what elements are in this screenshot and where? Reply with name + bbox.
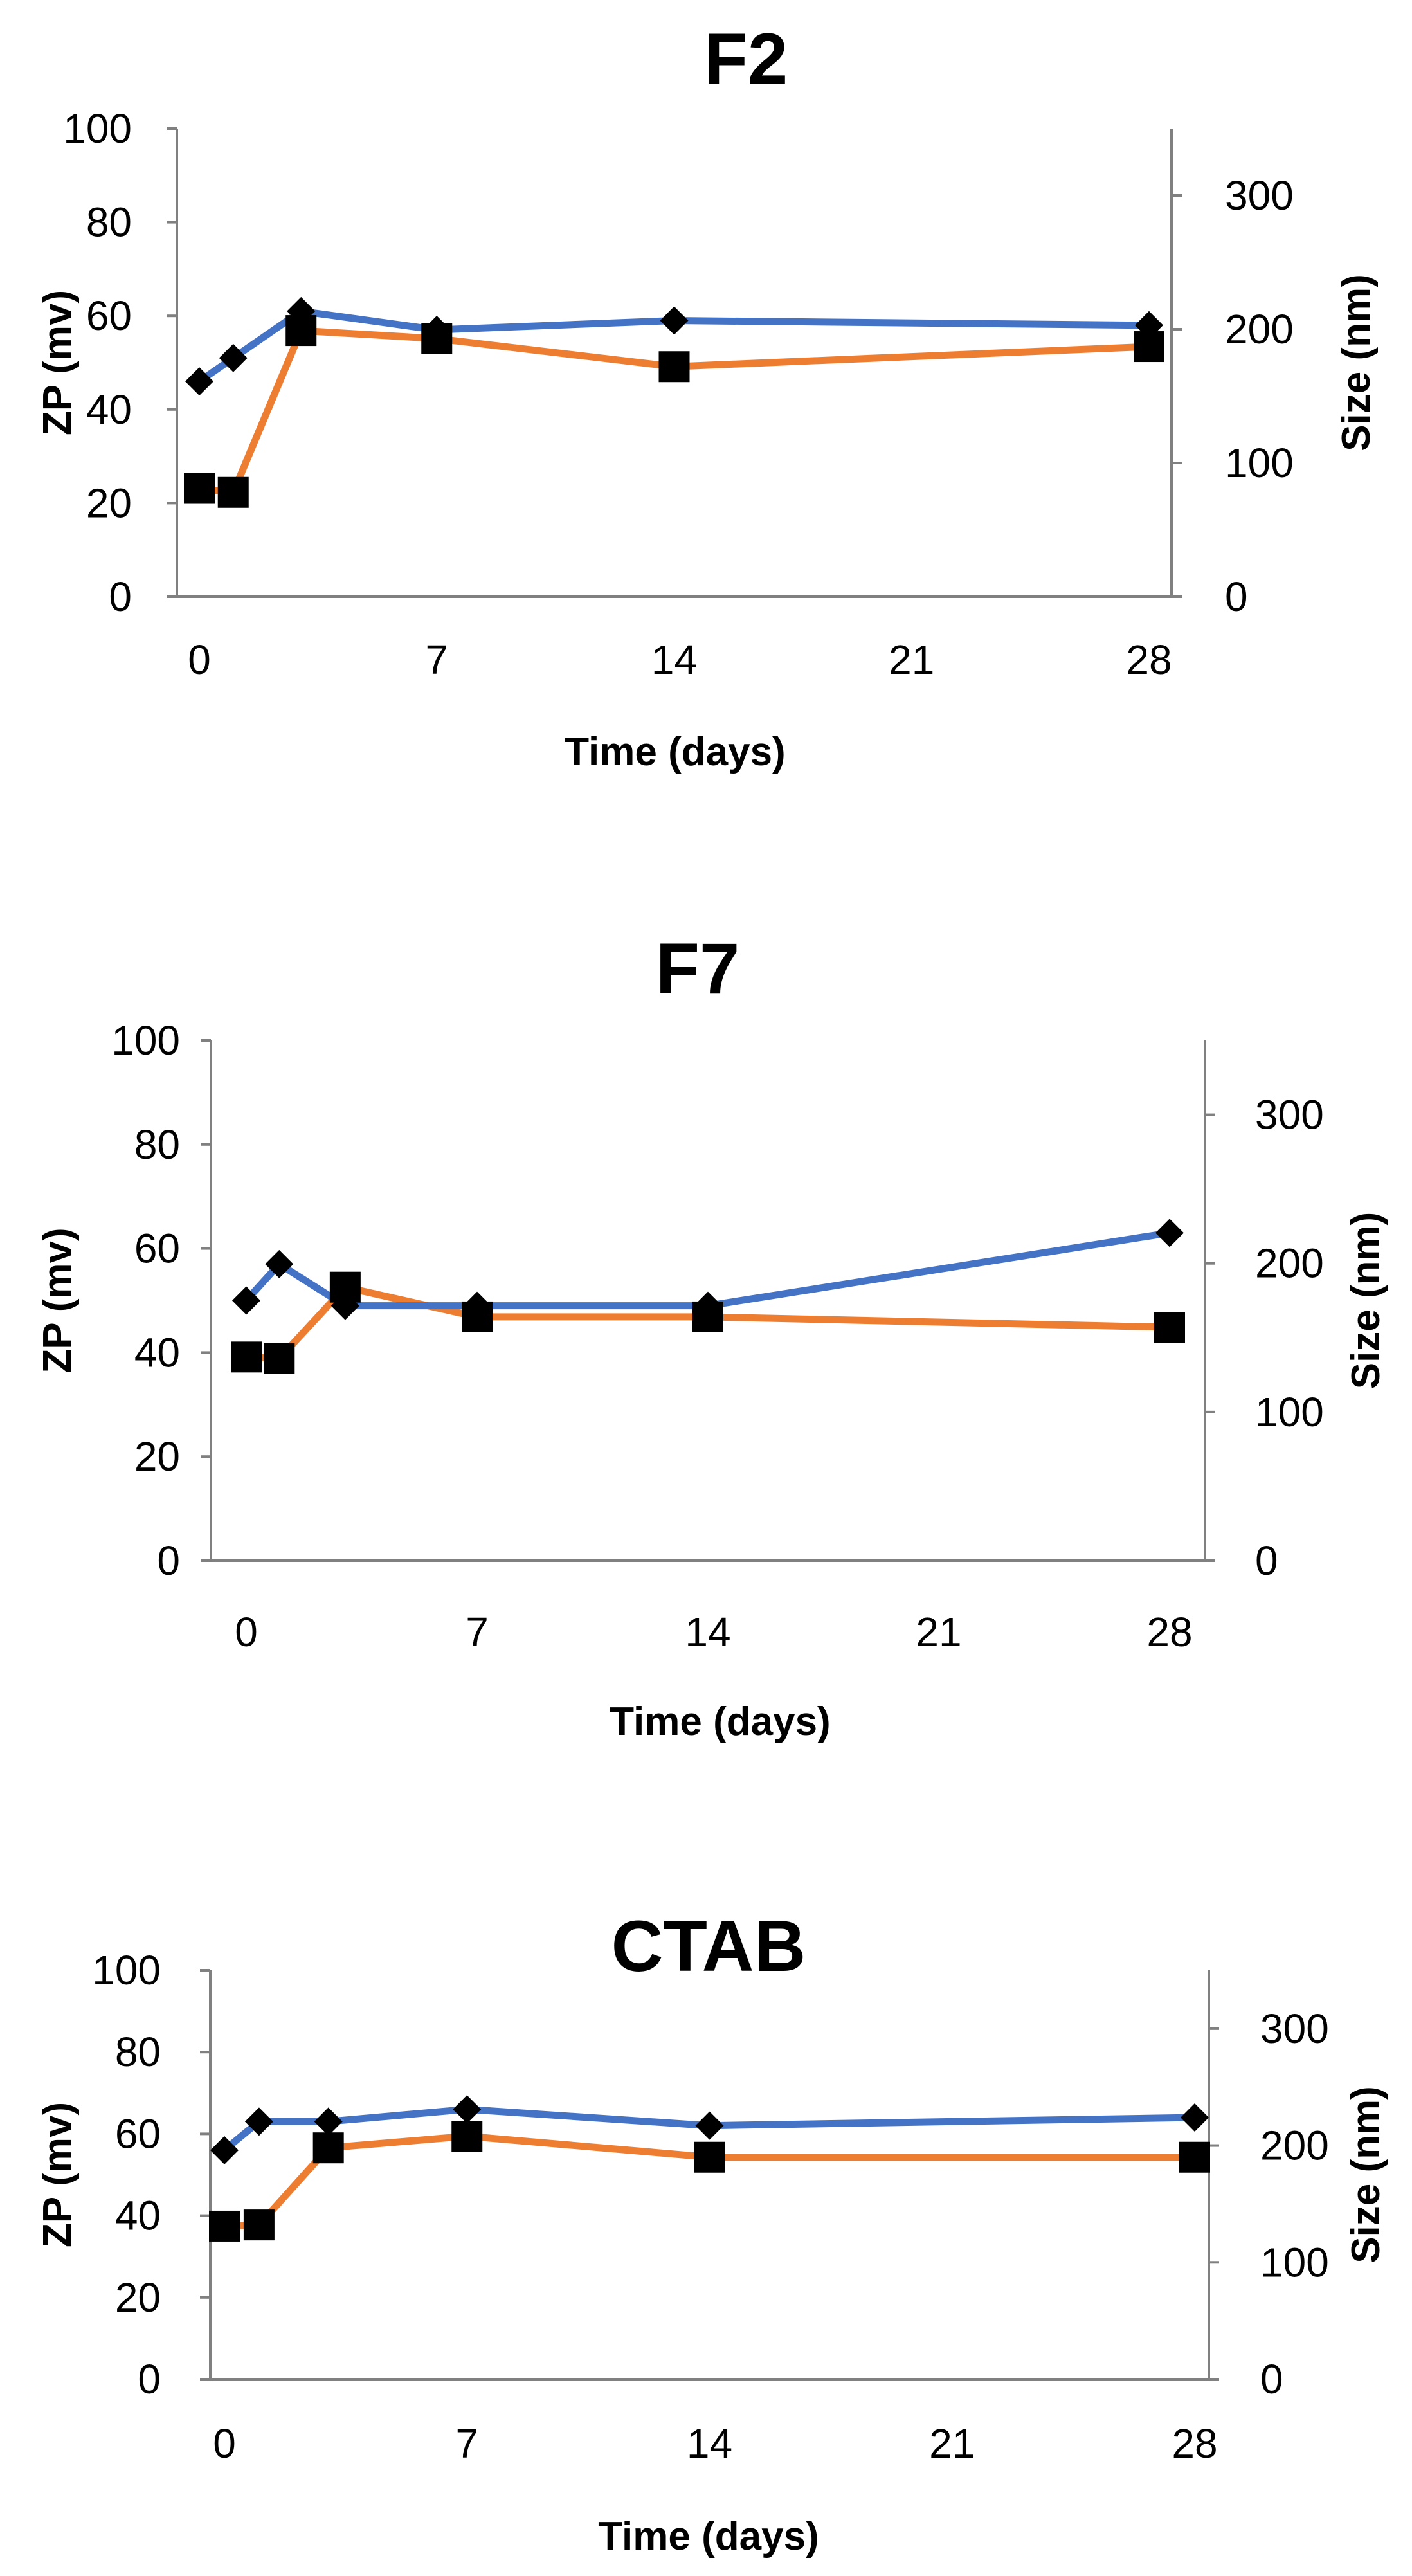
x-tick-label: 21 bbox=[889, 637, 934, 683]
x-tick-label: 7 bbox=[466, 1609, 489, 1655]
left-tick-label: 80 bbox=[134, 1121, 180, 1168]
data-point-size bbox=[694, 2141, 725, 2173]
x-tick-label: 28 bbox=[1146, 1609, 1192, 1655]
left-tick-label: 0 bbox=[109, 574, 132, 620]
y-axis-label: ZP (mv) bbox=[35, 2102, 80, 2247]
left-tick-label: 100 bbox=[63, 105, 132, 152]
y2-axis-label: Size (nm) bbox=[1334, 274, 1379, 451]
left-tick-label: 60 bbox=[134, 1226, 180, 1272]
x-axis-label: Time (days) bbox=[610, 1700, 830, 1744]
chart-panel-f7: F7 0 20 40 60 80 100 0 100 200 300 0 7 14 21 28 Time (da… bbox=[35, 929, 1388, 1744]
x-tick-label: 21 bbox=[916, 1609, 961, 1655]
data-point-zp bbox=[695, 2111, 724, 2140]
data-point-size bbox=[217, 476, 249, 508]
data-point-size bbox=[1154, 1312, 1185, 1343]
left-tick-label: 0 bbox=[157, 1537, 180, 1584]
left-tick-label: 20 bbox=[86, 480, 132, 526]
x-tick-label: 0 bbox=[235, 1609, 258, 1655]
chart-title: CTAB bbox=[611, 1906, 806, 1986]
right-tick-label: 200 bbox=[1260, 2123, 1329, 2169]
y2-axis-label: Size (nm) bbox=[1344, 1212, 1388, 1390]
x-tick-label: 14 bbox=[687, 2420, 732, 2467]
data-point-zp bbox=[660, 306, 689, 335]
data-point-zp bbox=[453, 2095, 482, 2124]
left-tick-label: 20 bbox=[134, 1433, 180, 1480]
data-point-zp bbox=[463, 1291, 491, 1320]
data-point-zp bbox=[1155, 1219, 1184, 1247]
right-tick-label: 300 bbox=[1255, 1092, 1324, 1138]
x-tick-label: 14 bbox=[685, 1609, 730, 1655]
x-axis-label: Time (days) bbox=[598, 2514, 819, 2559]
right-tick-label: 300 bbox=[1225, 172, 1294, 219]
right-tick-label: 200 bbox=[1225, 306, 1294, 352]
data-point-size bbox=[209, 2210, 240, 2242]
right-tick-label: 200 bbox=[1255, 1240, 1324, 1287]
data-point-zp bbox=[1181, 2103, 1209, 2132]
y2-axis-label: Size (nm) bbox=[1344, 2086, 1388, 2263]
right-tick-label: 100 bbox=[1225, 440, 1294, 486]
y-axis-label: ZP (mv) bbox=[35, 1228, 80, 1373]
data-point-size bbox=[243, 2209, 275, 2241]
left-tick-label: 80 bbox=[115, 2029, 161, 2075]
x-tick-label: 0 bbox=[188, 637, 211, 683]
left-tick-label: 20 bbox=[115, 2274, 161, 2321]
data-point-size bbox=[184, 473, 215, 504]
x-tick-label: 7 bbox=[455, 2420, 478, 2467]
data-point-zp bbox=[314, 2107, 343, 2136]
left-tick-label: 0 bbox=[138, 2356, 161, 2402]
left-tick-label: 60 bbox=[115, 2110, 161, 2157]
chart-title: F7 bbox=[656, 929, 740, 1009]
x-tick-label: 28 bbox=[1126, 637, 1172, 683]
x-tick-label: 14 bbox=[651, 637, 697, 683]
chart-title: F2 bbox=[704, 19, 788, 99]
right-tick-label: 300 bbox=[1260, 2006, 1329, 2052]
left-tick-label: 100 bbox=[111, 1017, 180, 1064]
x-tick-label: 28 bbox=[1172, 2420, 1217, 2467]
data-point-zp bbox=[265, 1249, 294, 1278]
data-point-size bbox=[312, 2132, 344, 2164]
chart-panel-f2: F2 0 20 40 60 80 100 0 100 200 300 0 7 14 21 28 Time (da… bbox=[35, 19, 1379, 774]
x-tick-label: 7 bbox=[425, 637, 448, 683]
right-tick-label: 100 bbox=[1260, 2239, 1329, 2285]
right-tick-label: 0 bbox=[1255, 1537, 1278, 1584]
data-point-zp bbox=[219, 343, 248, 372]
left-tick-label: 80 bbox=[86, 199, 132, 246]
data-point-zp bbox=[287, 296, 316, 325]
right-tick-label: 0 bbox=[1225, 574, 1248, 620]
data-point-zp bbox=[185, 367, 213, 396]
data-point-zp bbox=[210, 2136, 239, 2164]
left-tick-label: 60 bbox=[86, 293, 132, 339]
left-tick-label: 40 bbox=[115, 2193, 161, 2239]
chart-panel-ctab: CTAB 0 20 40 60 80 100 0 100 200 300 0 7 14 21 28 Time (… bbox=[35, 1906, 1388, 2559]
left-tick-label: 100 bbox=[92, 1947, 161, 1993]
data-point-size bbox=[1179, 2141, 1210, 2173]
data-point-zp bbox=[422, 316, 451, 345]
y-axis-label: ZP (mv) bbox=[35, 290, 80, 435]
x-tick-label: 21 bbox=[929, 2420, 975, 2467]
data-point-size bbox=[264, 1343, 295, 1374]
data-point-size bbox=[658, 351, 690, 383]
left-tick-label: 40 bbox=[134, 1329, 180, 1375]
data-point-zp bbox=[1135, 311, 1163, 340]
data-point-zp bbox=[694, 1291, 722, 1320]
data-point-zp bbox=[244, 2107, 273, 2136]
x-tick-label: 0 bbox=[213, 2420, 236, 2467]
right-tick-label: 100 bbox=[1255, 1389, 1324, 1435]
x-axis-label: Time (days) bbox=[565, 730, 785, 774]
left-tick-label: 40 bbox=[86, 386, 132, 433]
data-point-size bbox=[451, 2121, 483, 2152]
right-tick-label: 0 bbox=[1260, 2356, 1283, 2402]
data-point-zp bbox=[330, 1291, 359, 1320]
data-point-zp bbox=[232, 1286, 260, 1315]
data-point-size bbox=[231, 1341, 262, 1373]
